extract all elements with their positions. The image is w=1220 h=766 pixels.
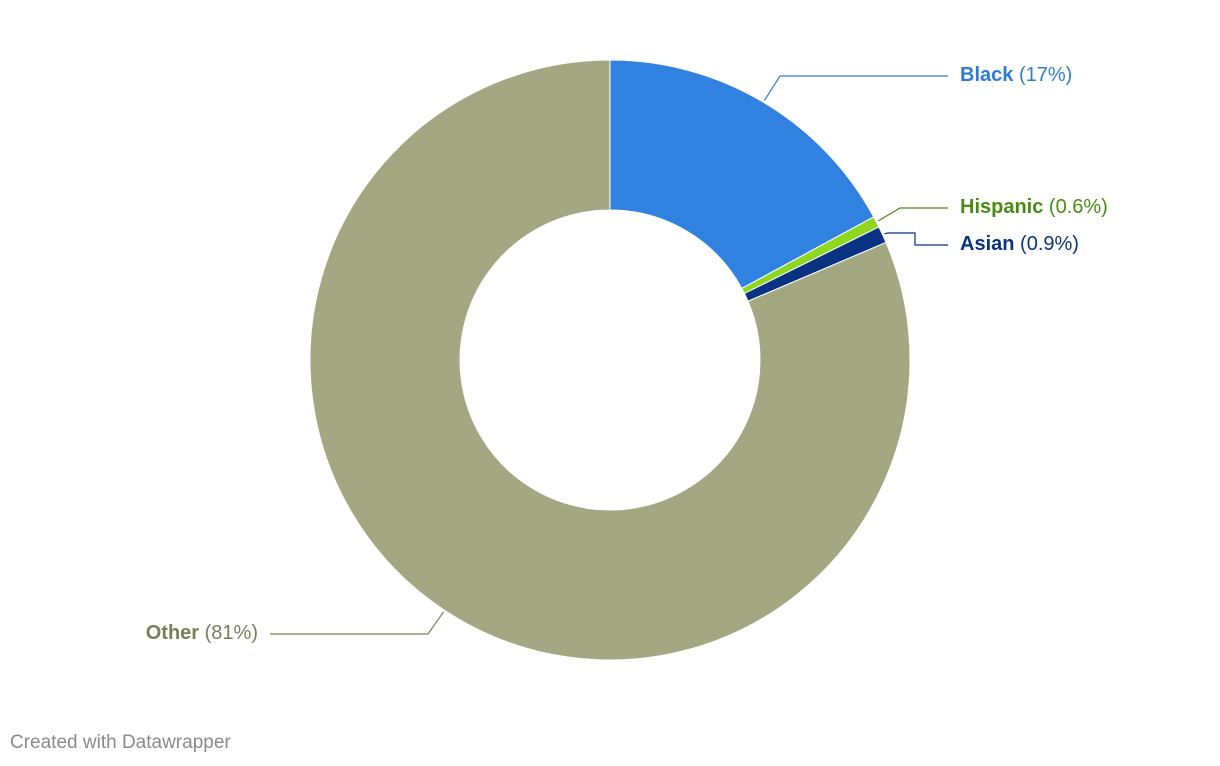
label-value: (0.9%)	[1020, 233, 1079, 255]
label-value: (81%)	[205, 622, 258, 644]
leader-line	[763, 75, 948, 101]
credit: Created with Datawrapper	[10, 732, 231, 753]
slice-label: Other (81%)	[146, 622, 258, 644]
donut	[309, 59, 911, 661]
slice-label: Black (17%)	[960, 64, 1072, 86]
label-value: (0.6%)	[1049, 196, 1108, 218]
label-value: (17%)	[1019, 64, 1072, 86]
label-name: Other	[146, 622, 200, 644]
slice	[609, 59, 875, 290]
leader-line	[270, 611, 444, 635]
leader-line	[884, 232, 948, 246]
label-name: Asian	[960, 233, 1014, 255]
label-name: Hispanic	[960, 196, 1043, 218]
slice-label: Hispanic (0.6%)	[960, 196, 1108, 218]
label-name: Black	[960, 64, 1014, 86]
leader-line	[877, 207, 948, 222]
slice-label: Asian (0.9%)	[960, 233, 1079, 255]
slice	[309, 59, 911, 661]
